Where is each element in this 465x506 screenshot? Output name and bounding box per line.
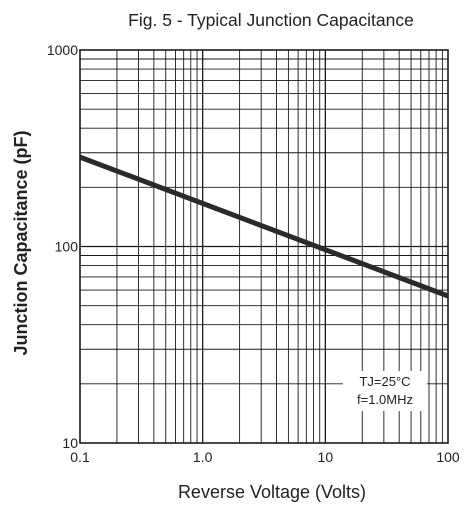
y-axis-label: Junction Capacitance (pF) <box>11 130 31 355</box>
data-series <box>79 154 449 299</box>
annotation-frequency: f=1.0MHz <box>357 392 413 407</box>
annotation-box <box>343 371 427 411</box>
annotation-temperature: TJ=25°C <box>359 374 410 389</box>
x-tick-label: 1.0 <box>193 449 213 465</box>
y-tick-label: 100 <box>55 239 79 255</box>
chart-title: Fig. 5 - Typical Junction Capacitance <box>128 10 414 30</box>
y-tick-label: 10 <box>62 435 78 451</box>
x-tick-label: 10 <box>318 449 334 465</box>
x-tick-label: 100 <box>436 449 460 465</box>
x-tick-label: 0.1 <box>70 449 90 465</box>
capacitance-curve <box>79 154 449 299</box>
x-axis-label: Reverse Voltage (Volts) <box>178 482 366 502</box>
y-tick-label: 1000 <box>47 42 78 58</box>
tick-labels: 0.1 1.0 10 100 10 100 1000 <box>47 42 460 465</box>
plot-frame <box>79 49 449 444</box>
